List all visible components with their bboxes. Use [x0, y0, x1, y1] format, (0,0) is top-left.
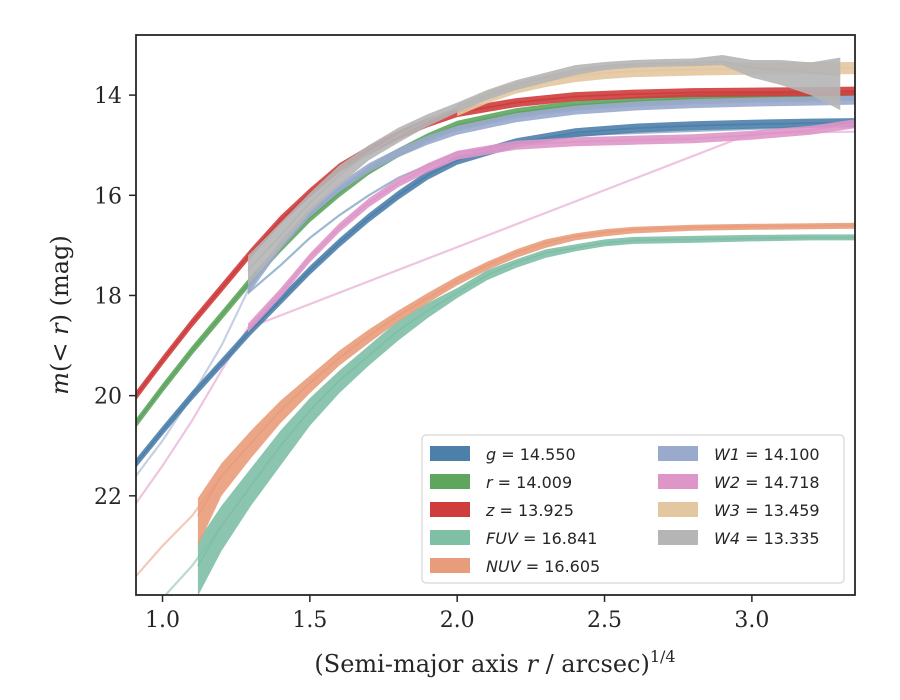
legend-label-w1: W1 = 14.100	[714, 445, 820, 464]
legend-swatch-g	[430, 446, 470, 461]
series-g-extension	[247, 124, 855, 294]
y-tick-label: 18	[94, 284, 122, 309]
legend-box	[421, 434, 845, 584]
series-w4-band	[248, 55, 841, 286]
y-tick-label: 16	[94, 184, 122, 209]
series-w2-line	[247, 122, 855, 329]
legend-swatch-nuv	[430, 558, 470, 573]
y-tick-label: 14	[94, 84, 122, 109]
x-axis: 1.0 1.5 2.0 2.5 3.0	[145, 595, 769, 633]
series-g-line	[136, 121, 855, 464]
x-tick-label: 3.0	[734, 608, 769, 633]
legend-swatch-w1	[658, 446, 698, 461]
x-tick-label: 2.0	[440, 608, 475, 633]
x-tick-label: 2.5	[587, 608, 622, 633]
plot-frame	[135, 34, 856, 596]
legend-swatch-fuv	[430, 530, 470, 545]
y-tick-label: 22	[94, 485, 122, 510]
x-axis-label: (Semi-major axis r / arcsec)1/4	[314, 647, 675, 678]
legend-label-w3: W3 = 13.459	[714, 501, 820, 520]
legend-label-nuv: NUV = 16.605	[486, 557, 600, 576]
legend-label-fuv: FUV = 16.841	[486, 529, 597, 548]
legend-swatch-w4	[658, 530, 698, 545]
legend-label-r: r = 14.009	[486, 473, 572, 492]
legend-swatch-w3	[658, 502, 698, 517]
legend-label-g: g = 14.550	[486, 445, 576, 464]
legend-swatch-w2	[658, 474, 698, 489]
x-tick-label: 1.5	[292, 608, 327, 633]
series-w1-extension	[136, 290, 249, 477]
legend: g = 14.550 r = 14.009 z = 13.925 FUV = 16.8…	[421, 434, 845, 584]
series-w4-line	[247, 60, 841, 271]
x-tick-label: 1.0	[145, 608, 180, 633]
legend-swatch-z	[430, 502, 470, 517]
legend-label-z: z = 13.925	[485, 501, 574, 520]
legend-swatch-r	[430, 474, 470, 489]
series-layer	[136, 55, 855, 595]
legend-label-w2: W2 = 14.718	[714, 473, 820, 492]
series-fuv-line	[197, 236, 855, 567]
y-axis-label: m(< r) (mag)	[46, 235, 74, 395]
legend-label-w4: W4 = 13.335	[714, 529, 820, 548]
y-axis: 14 16 18 20 22	[94, 84, 136, 510]
series-w1-line	[247, 99, 855, 291]
series-nuv-line	[197, 224, 855, 517]
y-tick-label: 20	[94, 385, 122, 410]
